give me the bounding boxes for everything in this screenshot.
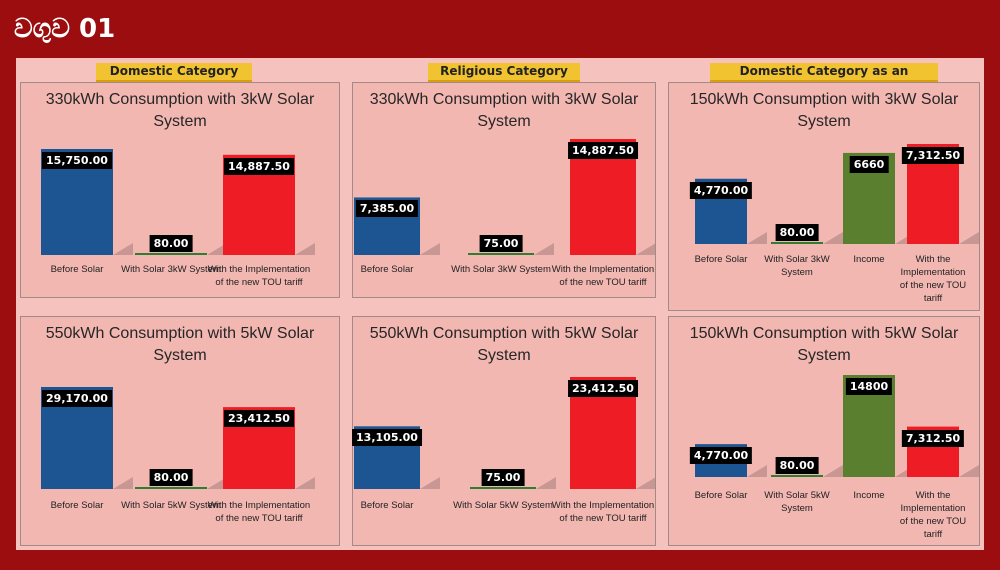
category-label: Before Solar xyxy=(50,264,104,275)
data-label: 7,385.00 xyxy=(355,200,419,218)
page-title: වගුව 01 xyxy=(14,14,116,44)
category-label: Before Solar xyxy=(694,254,748,265)
chart-title: 150kWh Consumption with 5kW Solar System xyxy=(689,325,959,364)
data-label: 4,770.00 xyxy=(689,447,753,465)
data-label: 80.00 xyxy=(775,457,819,474)
data-label: 29,170.00 xyxy=(42,390,112,407)
bar-with-solar-5kw-system xyxy=(135,487,207,489)
data-label: 23,412.50 xyxy=(224,410,294,428)
bar-shadow xyxy=(207,243,227,255)
category-label: With Solar 5kW System xyxy=(453,500,553,511)
category-label: With Solar 5kW System xyxy=(764,490,830,514)
category-label: With Solar 3kW System xyxy=(121,264,221,275)
category-label: With the Implementation of the new TOU t… xyxy=(899,490,967,540)
bar-shadow xyxy=(636,477,655,489)
category-label: With Solar 3kW System xyxy=(451,264,551,275)
bar-with-solar-3kw-system xyxy=(771,242,823,244)
bar-shadow xyxy=(420,477,440,489)
chart-title: 550kWh Consumption with 5kW Solar System xyxy=(369,325,639,364)
bar-shadow xyxy=(959,465,979,477)
bar-shadow xyxy=(295,243,315,255)
bar-shadow xyxy=(747,465,767,477)
data-label: 75.00 xyxy=(481,469,525,486)
category-label: Before Solar xyxy=(50,500,104,511)
category-label: With the Implementation of the new TOU t… xyxy=(551,264,655,288)
category-label: Before Solar xyxy=(360,500,414,511)
chart-religious-330kwh: 330kWh Consumption with 3kW Solar System… xyxy=(352,82,656,298)
chart-domestic-550kwh: 550kWh Consumption with 5kW Solar System… xyxy=(20,316,340,546)
data-label: 14,887.50 xyxy=(224,157,294,175)
bar-with-solar-3kw-system xyxy=(135,253,207,255)
charts-panel: Domestic Category Religious Category Dom… xyxy=(16,58,984,550)
chart-title: 330kWh Consumption with 3kW Solar System xyxy=(45,91,315,130)
bar-shadow xyxy=(207,477,227,489)
category-label: With the Implementation of the new TOU t… xyxy=(207,500,311,524)
data-label: 14,887.50 xyxy=(568,142,638,159)
bar-with-solar-3kw-system xyxy=(468,253,534,255)
data-label: 80.00 xyxy=(149,235,193,252)
category-label: Before Solar xyxy=(360,264,414,275)
data-label: 80.00 xyxy=(775,224,819,241)
bar-with-solar-5kw-system xyxy=(470,487,536,489)
bar-shadow xyxy=(420,243,440,255)
bar-shadow xyxy=(295,477,315,489)
bar-shadow xyxy=(113,477,133,489)
bar-with-solar-5kw-system xyxy=(771,475,823,477)
category-label-religious: Religious Category xyxy=(428,63,580,82)
data-label: 7,312.50 xyxy=(901,147,965,164)
category-label: With the Implementation of the new TOU t… xyxy=(551,500,655,524)
bar-shadow xyxy=(113,243,133,255)
data-label: 13,105.00 xyxy=(352,429,422,447)
bar-shadow xyxy=(636,243,655,255)
chart-title: 330kWh Consumption with 3kW Solar System xyxy=(369,91,639,130)
chart-investment-150kwh-5kw: 150kWh Consumption with 5kW Solar System… xyxy=(668,316,980,546)
category-label-investment: Domestic Category as an Investment xyxy=(710,63,938,95)
data-label: 7,312.50 xyxy=(901,429,965,447)
bar-shadow xyxy=(959,232,979,244)
chart-religious-550kwh: 550kWh Consumption with 5kW Solar System… xyxy=(352,316,656,546)
category-label: Before Solar xyxy=(694,490,748,501)
chart-title: 550kWh Consumption with 5kW Solar System xyxy=(45,325,315,364)
category-label: With the Implementation of the new TOU t… xyxy=(899,254,967,304)
data-label: 80.00 xyxy=(149,469,193,486)
bar-shadow xyxy=(536,477,556,489)
data-label: 6660 xyxy=(849,155,889,173)
category-label: With the Implementation of the new TOU t… xyxy=(207,264,311,288)
bar-shadow xyxy=(823,465,843,477)
category-label-domestic: Domestic Category xyxy=(96,63,252,82)
data-label: 4,770.00 xyxy=(689,181,753,199)
chart-domestic-330kwh: 330kWh Consumption with 3kW Solar System… xyxy=(20,82,340,298)
category-label: With Solar 3kW System xyxy=(764,254,830,278)
category-label: Income xyxy=(853,490,885,501)
chart-title: 150kWh Consumption with 3kW Solar System xyxy=(689,91,959,130)
chart-investment-150kwh-3kw: 150kWh Consumption with 3kW Solar System… xyxy=(668,82,980,311)
category-label: With Solar 5kW System xyxy=(121,500,221,511)
bar-shadow xyxy=(747,232,767,244)
bar-shadow xyxy=(534,243,554,255)
data-label: 75.00 xyxy=(479,235,523,252)
bar-shadow xyxy=(823,232,843,244)
data-label: 15,750.00 xyxy=(42,152,112,169)
category-label: Income xyxy=(853,254,885,265)
data-label: 14800 xyxy=(845,378,893,395)
data-label: 23,412.50 xyxy=(568,380,638,397)
